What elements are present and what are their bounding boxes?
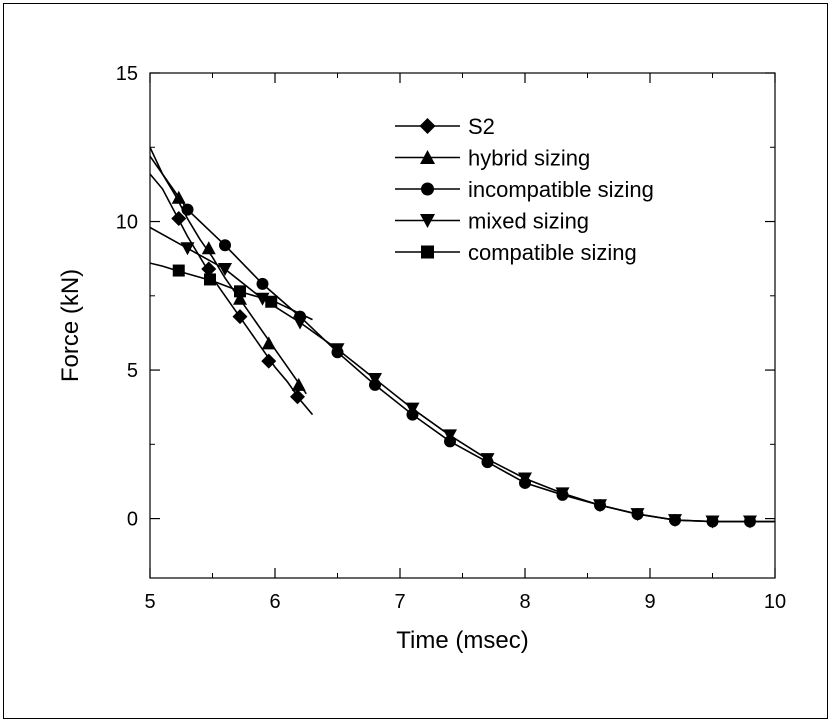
series-marker: [171, 211, 187, 227]
figure-frame: [3, 3, 828, 719]
series-marker: [256, 277, 269, 290]
y-axis-label: Force (kN): [57, 269, 84, 382]
x-tick-label: 8: [519, 591, 530, 613]
y-tick-label: 15: [116, 63, 138, 85]
series-marker: [405, 402, 420, 416]
legend: S2 hybrid sizing incompatible sizing mixed …: [395, 114, 654, 265]
legend-label: mixed sizing: [468, 209, 589, 234]
legend-item: hybrid sizing: [395, 146, 590, 171]
series-marker: [630, 508, 645, 522]
plot-area: [149, 72, 776, 579]
legend-marker: [420, 150, 435, 164]
x-axis-label: Time (msec): [396, 627, 528, 654]
series-marker: [555, 487, 570, 501]
x-tick-label: 10: [764, 591, 786, 613]
series-marker: [204, 273, 216, 286]
x-tick-label: 7: [394, 591, 405, 613]
series-marker: [232, 309, 248, 325]
series-marker: [201, 261, 217, 277]
series-marker: [172, 264, 185, 277]
x-tick-label: 5: [144, 591, 155, 613]
y-tick-label: 0: [127, 509, 138, 531]
series-marker: [180, 242, 195, 256]
x-tick-label: 9: [644, 591, 655, 613]
series-marker: [261, 353, 277, 369]
series-line: [150, 226, 775, 523]
legend-label: hybrid sizing: [468, 146, 590, 171]
legend-item: S2: [395, 114, 495, 139]
legend-label: S2: [468, 114, 495, 139]
series-marker: [593, 499, 607, 513]
series-line: [150, 155, 775, 523]
series-marker: [290, 389, 305, 405]
legend-label: compatible sizing: [468, 240, 637, 265]
series-marker: [668, 514, 682, 528]
series-3: [150, 155, 775, 528]
series-marker: [261, 336, 276, 350]
series-marker: [293, 316, 307, 330]
series-line: [150, 173, 314, 416]
series-marker: [705, 515, 720, 529]
legend-label: incompatible sizing: [468, 177, 654, 202]
x-tick-label: 6: [269, 591, 280, 613]
series-marker: [181, 203, 194, 216]
series-marker: [330, 343, 345, 357]
legend-item: compatible sizing: [395, 240, 637, 265]
series-marker: [218, 263, 232, 277]
series-marker: [368, 372, 382, 386]
legend-marker: [420, 214, 435, 228]
series-marker: [443, 429, 457, 443]
series-marker: [234, 285, 246, 298]
series-marker: [265, 295, 278, 308]
series-2: [150, 146, 307, 395]
tick-labels: 5 6 7 8 9 10 0 5 10 15: [116, 63, 786, 613]
series-marker: [219, 239, 231, 252]
series-marker: [201, 241, 216, 255]
y-tick-label: 5: [127, 360, 138, 382]
series-1: [150, 173, 314, 416]
series-marker: [480, 453, 495, 467]
legend-marker: [419, 118, 436, 134]
series-4: [150, 226, 775, 529]
legend-marker: [421, 245, 434, 259]
series-marker: [743, 515, 757, 529]
ticks-layer: [149, 72, 776, 578]
series-5: [150, 262, 313, 321]
series-marker: [518, 472, 532, 486]
series-line: [150, 262, 313, 321]
legend-item: mixed sizing: [395, 209, 589, 234]
legend-item: incompatible sizing: [395, 177, 654, 202]
legend-marker: [421, 182, 434, 196]
series-marker: [233, 291, 247, 305]
series-marker: [291, 377, 306, 391]
y-tick-label: 10: [116, 212, 138, 234]
series-layer: [150, 146, 775, 529]
